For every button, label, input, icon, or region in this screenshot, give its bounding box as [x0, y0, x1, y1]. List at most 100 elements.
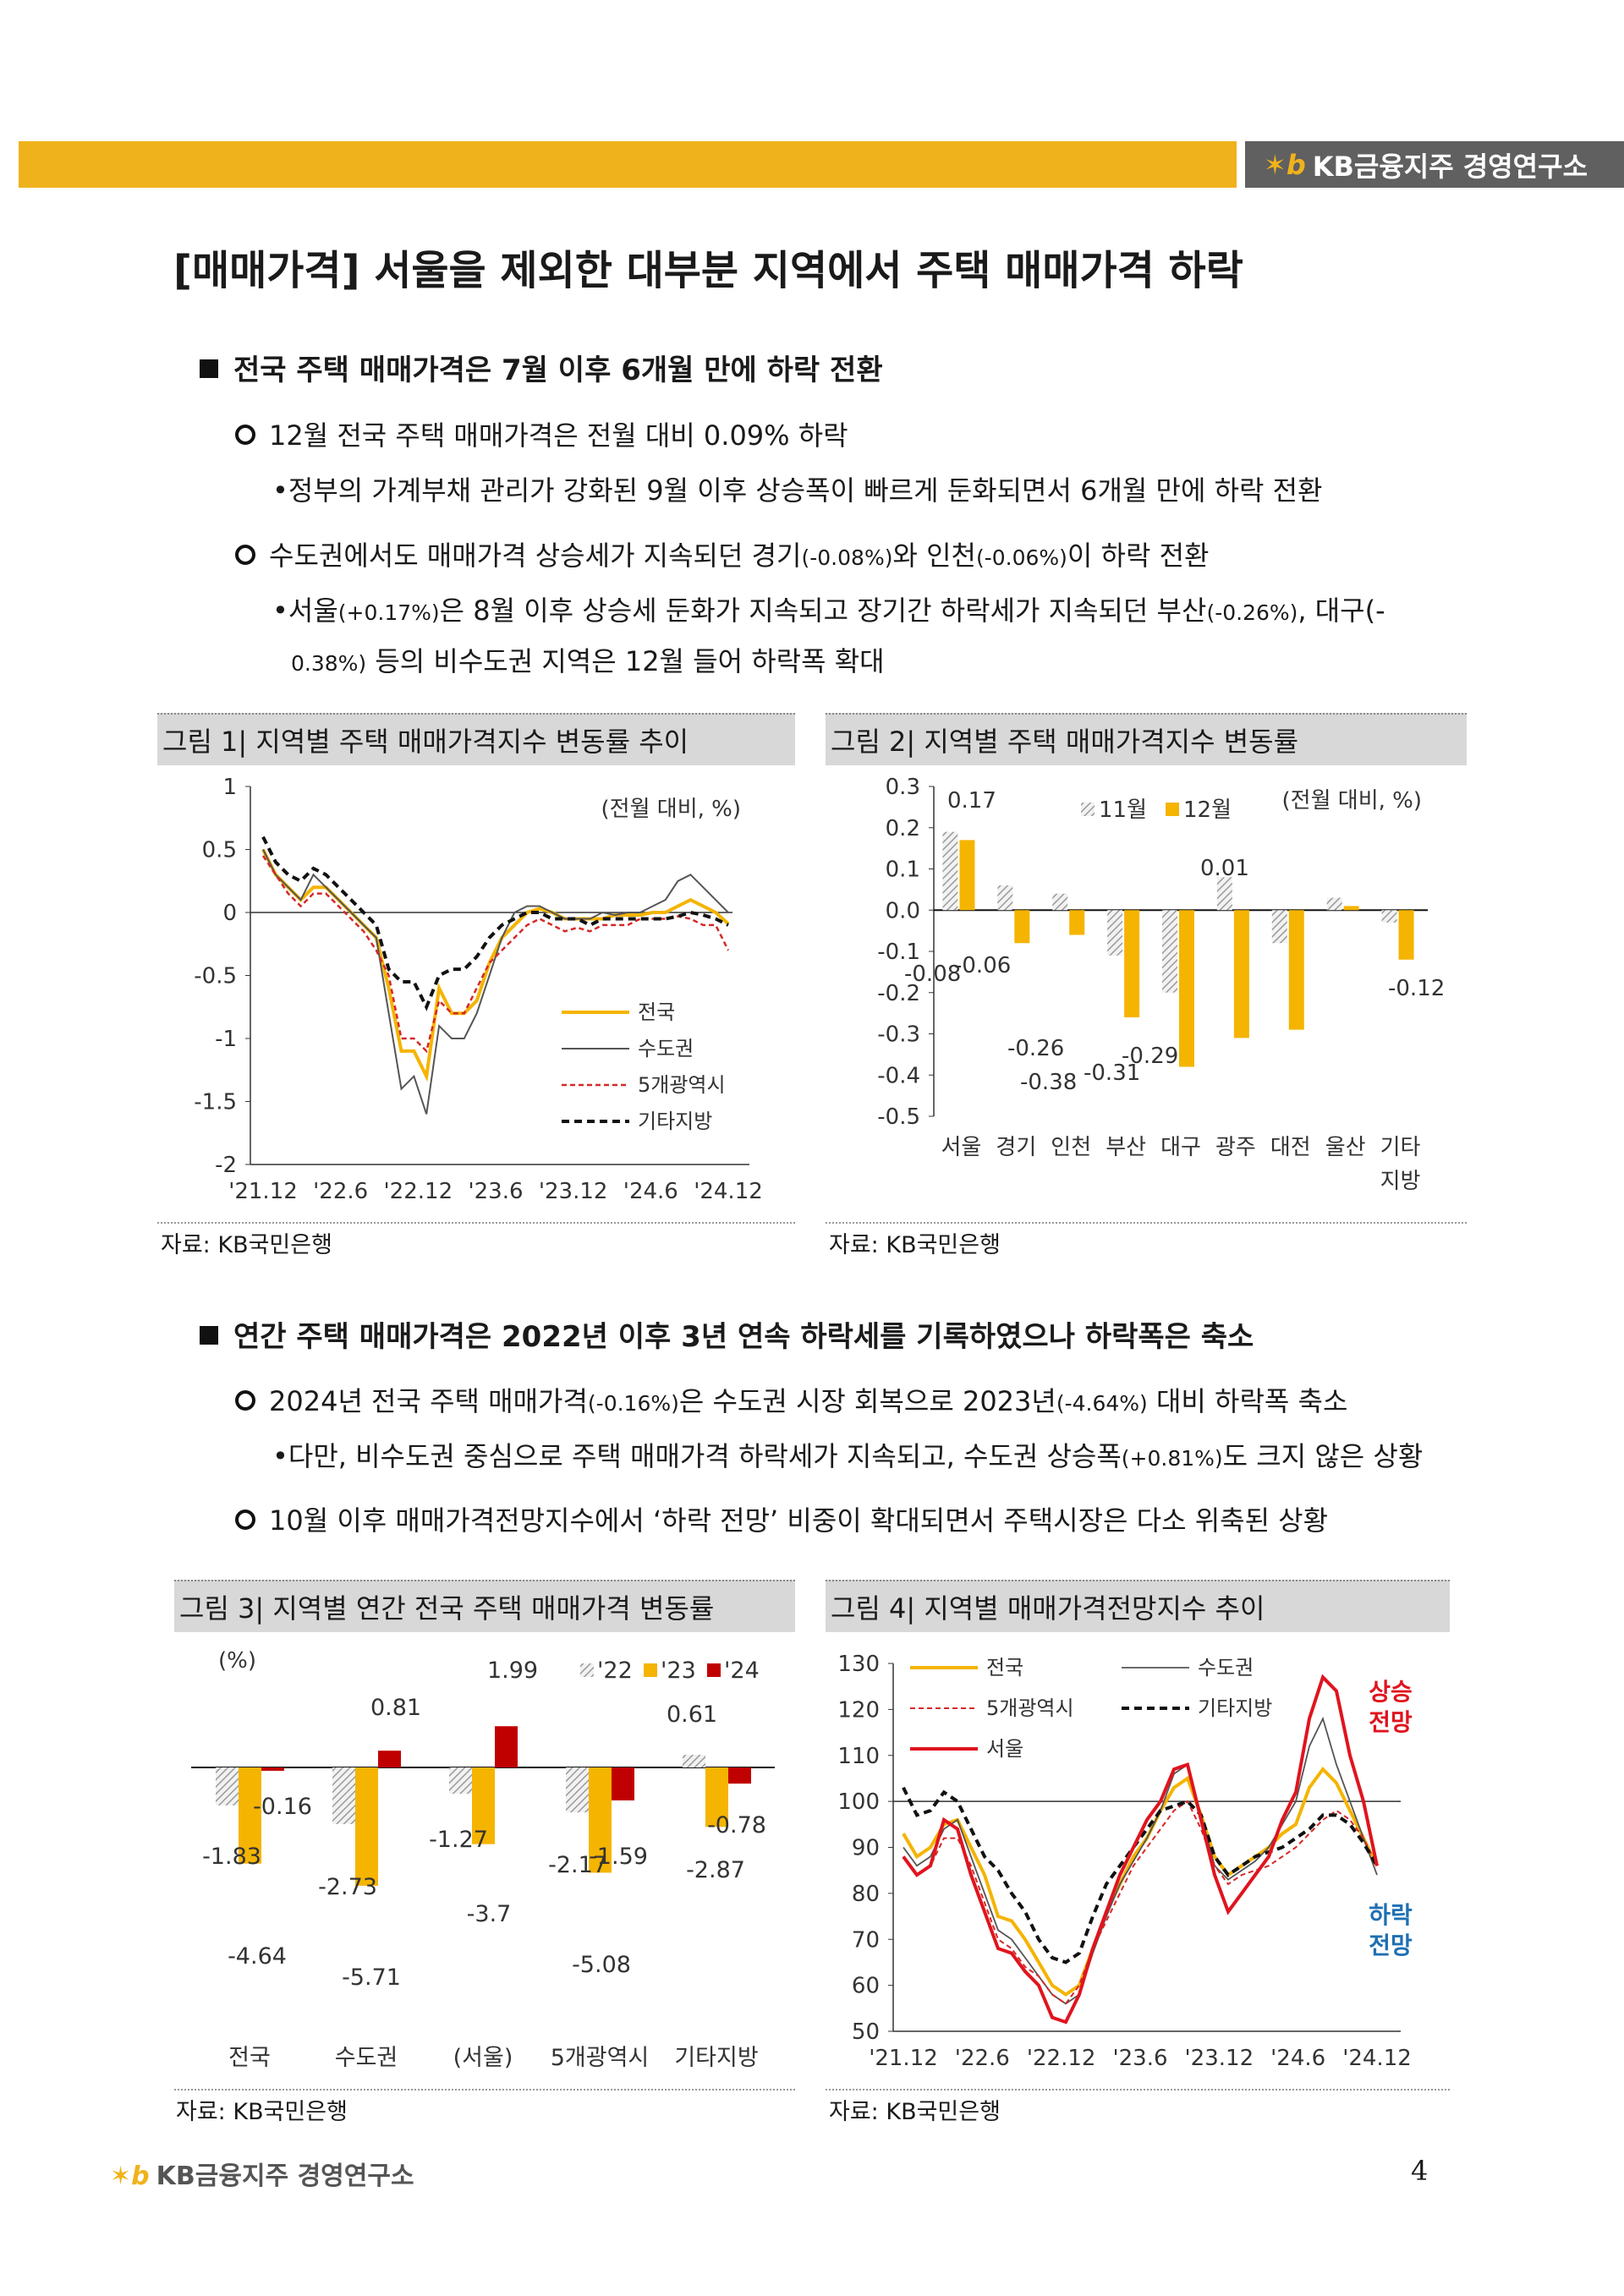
fig3-bar-23 — [239, 1767, 261, 1864]
fig3-bar-22 — [566, 1767, 589, 1813]
section2-bullet2: 10월 이후 매매가격전망지수에서 ‘하락 전망’ 비중이 확대되면서 주택시장… — [235, 1499, 1328, 1538]
fig4-x-tick-label: '23.6 — [1112, 2046, 1167, 2071]
fig1-legend-label: 전국 — [638, 1000, 675, 1024]
fig4-annotation-down: 하락 — [1369, 1901, 1413, 1929]
fig1-series-line-3 — [261, 855, 730, 1054]
fig4-legend-label: 서울 — [986, 1737, 1023, 1761]
fig3-bar-24 — [728, 1767, 751, 1784]
text-run: , 대구(- — [1298, 595, 1385, 627]
kb-logo-icon: ✶b — [1264, 148, 1306, 181]
fig3-category-label: (서울) — [453, 2045, 513, 2071]
fig4-x-tick-label: '21.12 — [869, 2046, 938, 2071]
header-brand: ✶b KB금융지주 경영연구소 — [1245, 141, 1624, 188]
text-run: 은 8월 이후 상승세 둔화가 지속되고 장기간 하락세가 지속되던 부산 — [439, 595, 1207, 627]
page-title: [매매가격] 서울을 제외한 대부분 지역에서 주택 매매가격 하락 — [173, 247, 1243, 294]
circle-bullet-icon — [235, 545, 255, 565]
text-run: (-4.64%) — [1056, 1391, 1148, 1416]
fig2-y-tick-label: -0.1 — [877, 940, 920, 965]
fig2-y-tick-label: -0.3 — [877, 1022, 920, 1048]
fig3-category-label: 5개광역시 — [551, 2045, 650, 2071]
fig2-bar-dec — [1233, 910, 1249, 1038]
fig2-y-tick-label: 0.2 — [886, 816, 920, 841]
section1-bullet1-text: 12월 전국 주택 매매가격은 전월 대비 0.09% 하락 — [269, 419, 848, 452]
text-run: (+0.81%) — [1121, 1446, 1223, 1471]
page-number: 4 — [1411, 2155, 1429, 2187]
fig4-y-tick-label: 100 — [837, 1789, 880, 1815]
fig2-category-label: 부산 — [1106, 1135, 1146, 1160]
fig2-category-label: 울산 — [1325, 1135, 1366, 1160]
fig3-bar-23 — [355, 1767, 378, 1886]
fig2-bar-dec — [1288, 910, 1304, 1030]
section1-heading: 전국 주택 매매가격은 7월 이후 6개월 만에 하락 전환 — [200, 347, 883, 388]
fig4-y-tick-label: 110 — [837, 1744, 880, 1769]
square-bullet-icon — [200, 1325, 218, 1345]
fig1-y-tick-label: -1.5 — [194, 1090, 237, 1115]
square-bullet-icon — [200, 359, 218, 378]
fig2-bar-nov — [1326, 897, 1342, 911]
text-run: (+0.17%) — [337, 600, 440, 625]
fig3-bar-24 — [378, 1751, 401, 1767]
fig1-caption: 그림 1| 지역별 주택 매매가격지수 변동률 추이 — [157, 713, 795, 765]
fig4-divider — [826, 2089, 1450, 2091]
fig3-legend-swatch — [580, 1663, 594, 1677]
fig2-data-label: -0.06 — [954, 953, 1011, 978]
fig3-category-label: 전국 — [228, 2045, 271, 2071]
fig2-bar-dec — [1124, 910, 1140, 1017]
circle-bullet-icon — [235, 1390, 255, 1411]
fig3-data-label: -5.71 — [342, 1964, 401, 1991]
fig3-bar-23 — [705, 1767, 728, 1827]
fig4-series-line-5 — [902, 1674, 1379, 2025]
fig3-bar-24 — [495, 1726, 518, 1767]
fig3-bar-22 — [683, 1755, 705, 1767]
fig2-bar-dec — [1179, 910, 1194, 1067]
fig2-category-label: 경기 — [996, 1135, 1036, 1160]
fig3-data-label: -1.27 — [429, 1827, 488, 1853]
text-run: (-0.26%) — [1206, 600, 1298, 625]
fig2-data-label: -0.08 — [904, 962, 961, 987]
fig4-annotation-down: 전망 — [1369, 1932, 1413, 1959]
fig3-chart: (%) 전국 수도권 (서울) 5개광역시 기타지방 -1.83 -2.73 -1.27 -2.1… — [191, 1648, 775, 2071]
fig3-data-label: 0.61 — [667, 1701, 717, 1728]
fig1-legend-label: 기타지방 — [638, 1110, 712, 1133]
fig3-bar-23 — [472, 1767, 495, 1844]
fig3-legend-label: '22 — [597, 1658, 633, 1684]
kb-logo-icon: ✶b — [110, 2162, 150, 2191]
fig2-divider — [826, 1222, 1467, 1224]
fig2-bar-nov — [997, 885, 1013, 911]
fig2-y-tick-label: -0.4 — [877, 1063, 920, 1088]
header-brand-text: KB금융지주 경영연구소 — [1312, 150, 1588, 183]
fig4-x-tick-label: '23.12 — [1185, 2046, 1254, 2071]
fig2-category-label: 서울 — [941, 1135, 982, 1160]
text-run: 도 크지 않은 상황 — [1222, 1440, 1424, 1472]
fig2-category-label-line2: 지방 — [1380, 1169, 1421, 1194]
fig4-y-tick-label: 50 — [852, 2019, 880, 2045]
fig3-data-label: -4.64 — [228, 1943, 287, 1970]
section1-bullet2: 수도권에서도 매매가격 상승세가 지속되던 경기(-0.08%)와 인천(-0.… — [235, 534, 1209, 573]
fig4-x-tick-label: '24.6 — [1270, 2046, 1325, 2071]
fig2-category-label: 대전 — [1270, 1135, 1311, 1160]
fig2-data-label: -0.26 — [1007, 1036, 1064, 1061]
text-run: (-0.16%) — [587, 1391, 679, 1416]
text-run: 와 인천 — [892, 540, 976, 572]
fig1-y-tick-label: -2 — [215, 1153, 237, 1178]
fig4-annotation-up: 상승 — [1369, 1678, 1413, 1706]
circle-bullet-icon — [235, 1510, 255, 1530]
fig3-category-label: 기타지방 — [674, 2045, 758, 2071]
section2-bullet1-sub: •다만, 비수도권 중심으로 주택 매매가격 하락세가 지속되고, 수도권 상승… — [272, 1435, 1423, 1474]
fig1-x-tick-label: '24.6 — [623, 1179, 678, 1204]
fig2-legend-label: 12월 — [1183, 797, 1232, 823]
fig3-data-label: -1.83 — [202, 1844, 261, 1870]
fig2-bar-nov — [1216, 877, 1232, 911]
fig3-category-label: 수도권 — [335, 2045, 398, 2071]
fig2-bar-dec — [1343, 906, 1359, 911]
fig2-bar-nov — [1162, 910, 1177, 993]
fig4-series-line-4 — [902, 1786, 1379, 1964]
fig2-bar-dec — [1398, 910, 1414, 960]
fig1-y-tick-label: 1 — [222, 775, 237, 800]
section1-bullet2-sub-line1: •서울(+0.17%)은 8월 이후 상승세 둔화가 지속되고 장기간 하락세가… — [272, 589, 1385, 628]
fig2-bar-nov — [1052, 893, 1068, 911]
fig4-y-tick-label: 60 — [852, 1974, 880, 1999]
fig2-bar-dec — [959, 840, 975, 911]
header-accent-bar — [19, 141, 1237, 188]
fig3-data-label: 1.99 — [487, 1658, 538, 1684]
